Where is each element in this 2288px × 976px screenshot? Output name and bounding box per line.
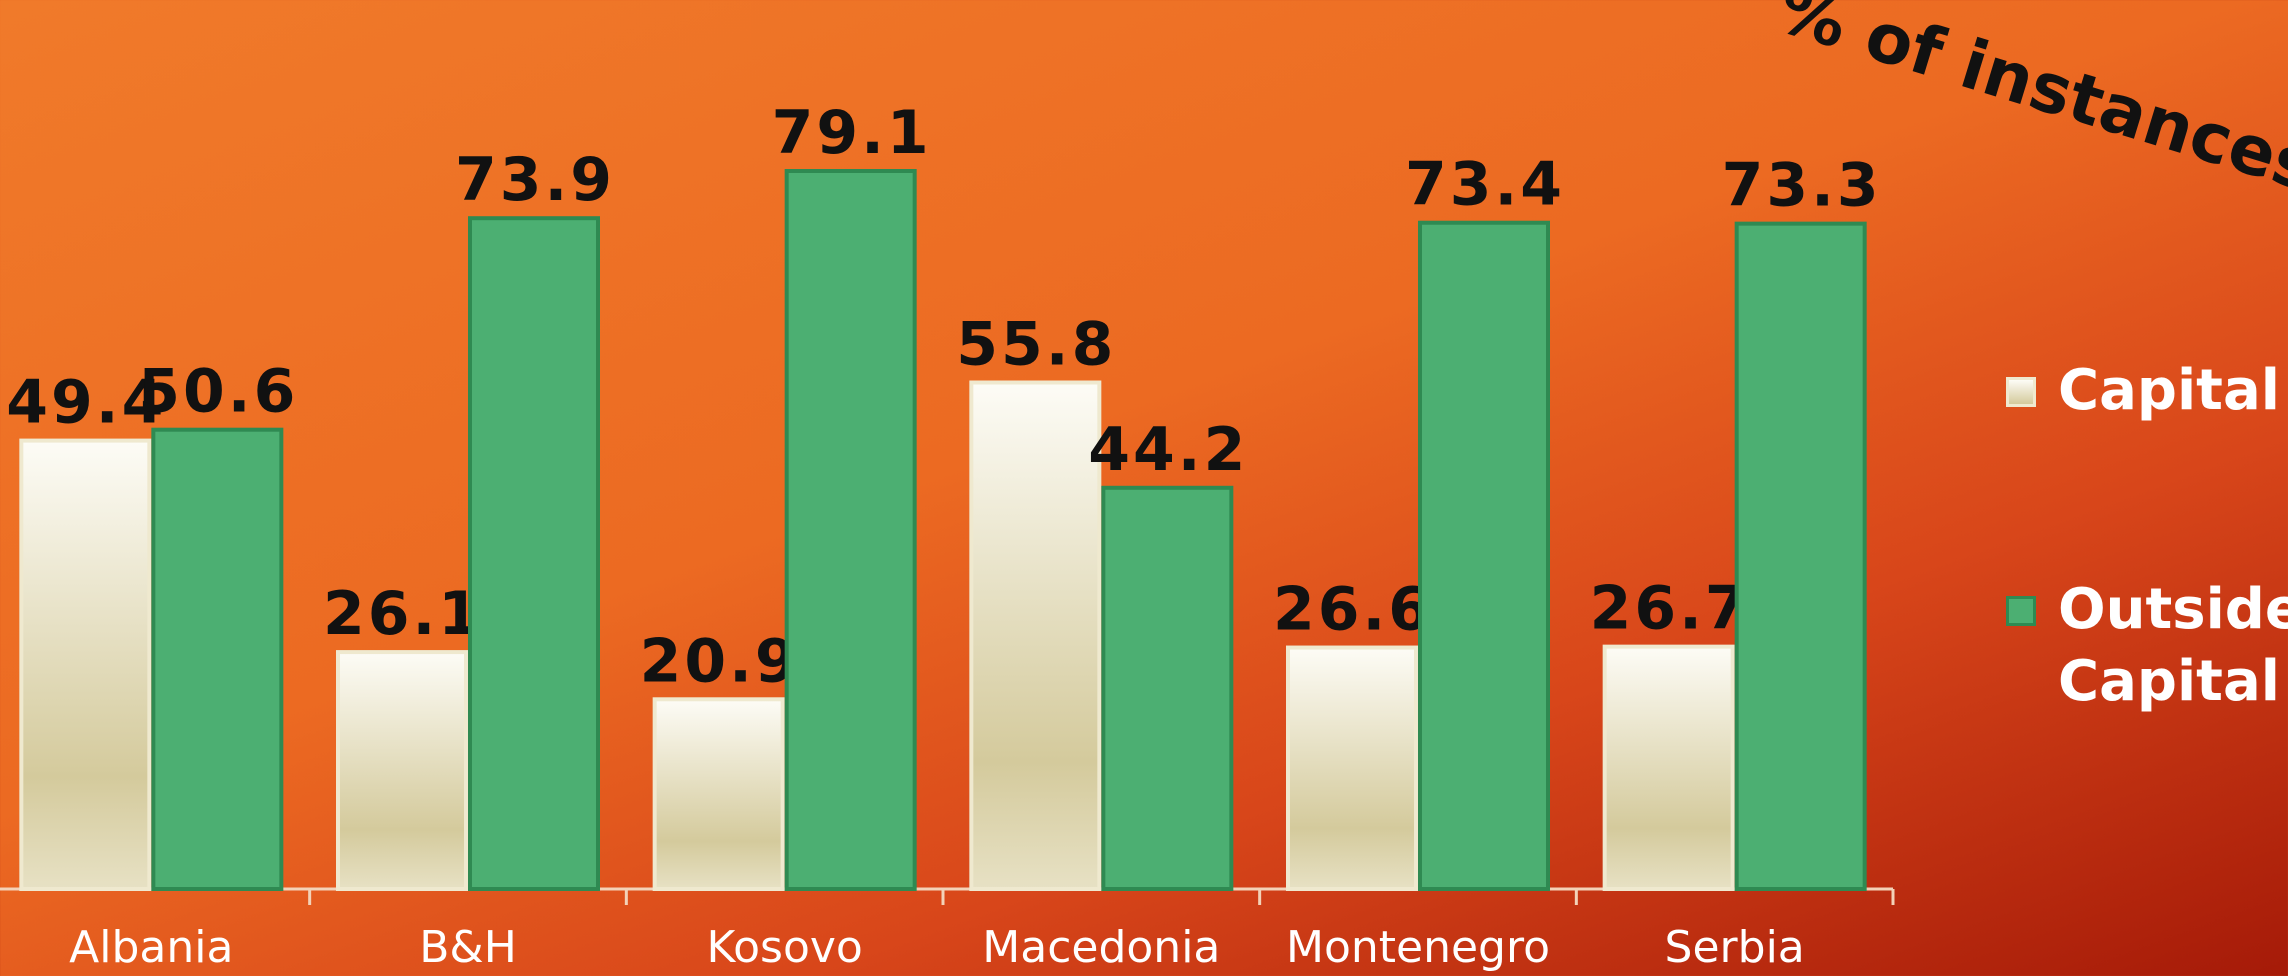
data-label: 26.7 <box>1590 574 1750 644</box>
data-label: 73.4 <box>1405 150 1565 220</box>
bar <box>1734 221 1867 891</box>
bar <box>1602 644 1735 892</box>
x-tick-label: Montenegro <box>1286 922 1550 973</box>
data-label: 73.9 <box>455 145 615 215</box>
bar <box>1286 645 1418 891</box>
bar <box>652 697 785 892</box>
data-label: 26.6 <box>1273 575 1433 645</box>
legend-swatch <box>2006 596 2036 626</box>
legend-label: Capital <box>2058 358 2280 423</box>
bar <box>1418 220 1550 891</box>
bar <box>1101 485 1234 891</box>
data-label: 79.1 <box>772 98 932 168</box>
legend-item: Capital <box>2006 355 2288 427</box>
x-tick-label: Serbia <box>1665 922 1805 973</box>
bar <box>784 169 917 891</box>
bar <box>969 380 1102 891</box>
legend-swatch <box>2006 377 2036 407</box>
data-label: 49.4 <box>6 368 166 438</box>
bar <box>468 216 600 892</box>
data-label: 20.9 <box>640 626 800 696</box>
data-label: 26.1 <box>323 579 483 649</box>
data-label: 44.2 <box>1088 415 1248 485</box>
legend-item: Outside Capital <box>2006 574 2288 718</box>
bar <box>19 438 152 891</box>
x-tick-label: Kosovo <box>706 922 862 973</box>
bar <box>336 650 468 891</box>
data-label: 55.8 <box>956 309 1116 379</box>
data-label: 73.3 <box>1722 151 1882 221</box>
x-tick-label: Macedonia <box>982 922 1220 973</box>
x-tick-label: Albania <box>69 922 233 973</box>
bar <box>151 427 284 891</box>
x-tick-label: B&H <box>419 922 517 973</box>
data-label: 50.6 <box>138 357 298 427</box>
legend-label: Outside Capital <box>2058 577 2288 714</box>
